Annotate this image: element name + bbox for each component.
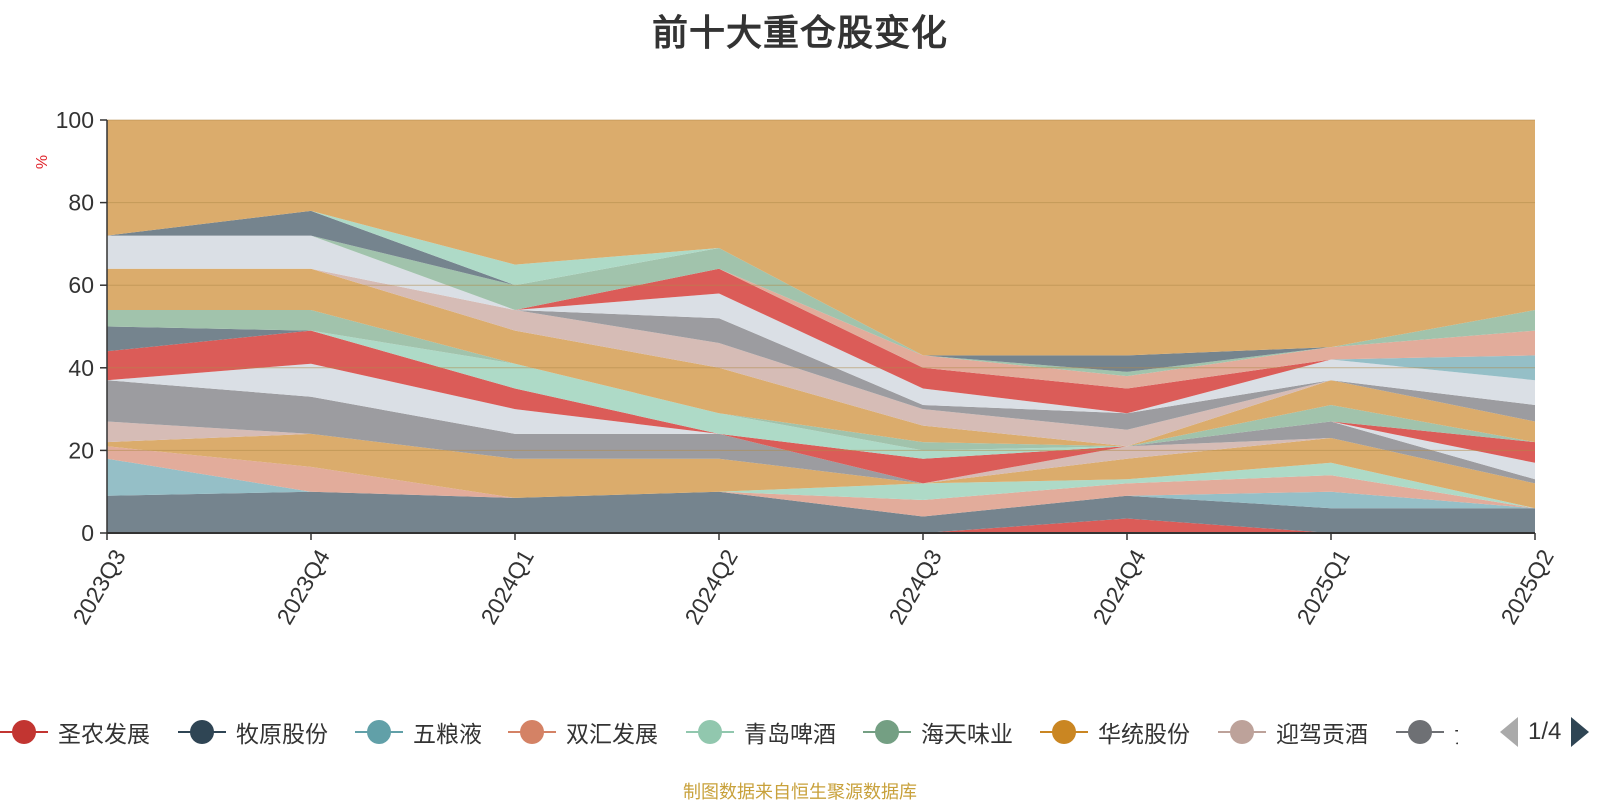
legend-next-page-icon[interactable]	[1571, 717, 1590, 747]
legend-page-indicator: 1/4	[1528, 718, 1562, 745]
area-bands	[107, 120, 1535, 533]
legend-item[interactable]: 华统股份	[1040, 712, 1190, 752]
legend-item[interactable]: 迎驾贡酒	[1218, 712, 1368, 752]
legend-item[interactable]: 牧原股份	[178, 712, 328, 752]
area-band-9	[107, 330, 1535, 484]
area-band-5	[107, 433, 1535, 509]
chart-title: 前十大重仓股变化	[651, 12, 948, 53]
legend-label: 双汇发展	[566, 721, 658, 747]
legend-label: 海天味业	[921, 721, 1013, 747]
area-band-23	[107, 120, 1535, 356]
legend-marker-icon	[355, 712, 403, 752]
x-tick-label: 2024Q4	[1087, 545, 1151, 629]
legend-label: 牧原股份	[236, 721, 328, 747]
area-band-14	[107, 268, 1535, 447]
legend-label: 青岛啤酒	[744, 721, 836, 747]
legend-marker-icon	[508, 712, 556, 752]
legend-marker-icon	[0, 712, 48, 752]
source-note: 制图数据来自恒生聚源数据库	[683, 782, 917, 802]
area-band-11	[107, 326, 1535, 459]
legend-label: 华统股份	[1098, 721, 1190, 747]
y-axis-unit-label: %	[34, 155, 51, 169]
y-tick-label: 60	[68, 272, 94, 298]
area-band-16	[107, 235, 1535, 414]
legend-label: 圣农发展	[58, 721, 150, 747]
legend-prev-page-icon[interactable]	[1500, 717, 1518, 747]
area-band-8	[107, 363, 1535, 484]
grid-lines	[107, 119, 1535, 451]
area-band-4	[107, 446, 1535, 509]
legend-item[interactable]: 青岛啤酒	[686, 712, 836, 752]
legend-marker-icon	[1396, 712, 1444, 752]
legend-item[interactable]: 海天味业	[863, 712, 1013, 752]
area-band-21	[107, 210, 1535, 372]
legend-item[interactable]: 双汇发展	[508, 712, 658, 752]
y-tick-label: 20	[68, 437, 94, 463]
y-tick-label: 0	[81, 520, 94, 546]
legend-label: 贵州茅台	[1454, 715, 1458, 749]
legend-marker-icon	[1218, 712, 1266, 752]
x-tick-label: 2025Q2	[1495, 545, 1558, 629]
y-tick-label: 80	[68, 190, 94, 216]
x-tick-label: 2025Q1	[1291, 545, 1354, 629]
legend-marker-icon	[863, 712, 911, 752]
y-tick-label: 100	[56, 107, 94, 133]
area-band-7	[107, 380, 1535, 484]
area-band-1	[107, 491, 1535, 533]
legend-label: 迎驾贡酒	[1276, 721, 1368, 747]
legend-marker-icon	[178, 712, 226, 752]
x-tick-label: 2023Q3	[67, 545, 130, 629]
x-tick-label: 2024Q2	[679, 545, 742, 629]
legend-item[interactable]: 贵州茅台	[1396, 712, 1458, 752]
y-tick-label: 40	[68, 355, 94, 381]
legend-marker-icon	[686, 712, 734, 752]
area-band-13	[107, 268, 1535, 447]
x-tick-label: 2024Q3	[883, 545, 946, 629]
legend: 圣农发展 牧原股份 五粮液 双汇发展 青岛啤酒 海天味业 华统股份 迎驾贡酒 贵州茅台	[0, 712, 1458, 752]
area-band-17	[107, 235, 1535, 414]
area-band-20	[107, 235, 1535, 377]
legend-item[interactable]: 五粮液	[355, 712, 482, 752]
area-band-12	[107, 310, 1535, 451]
legend-label: 五粮液	[413, 721, 482, 747]
legend-marker-icon	[1040, 712, 1088, 752]
legend-pager: 1/4	[1500, 712, 1590, 752]
legend-item[interactable]: 圣农发展	[0, 712, 150, 752]
area-band-3	[107, 446, 1535, 517]
x-tick-label: 2023Q4	[271, 545, 335, 629]
x-tick-label: 2024Q1	[475, 545, 538, 629]
